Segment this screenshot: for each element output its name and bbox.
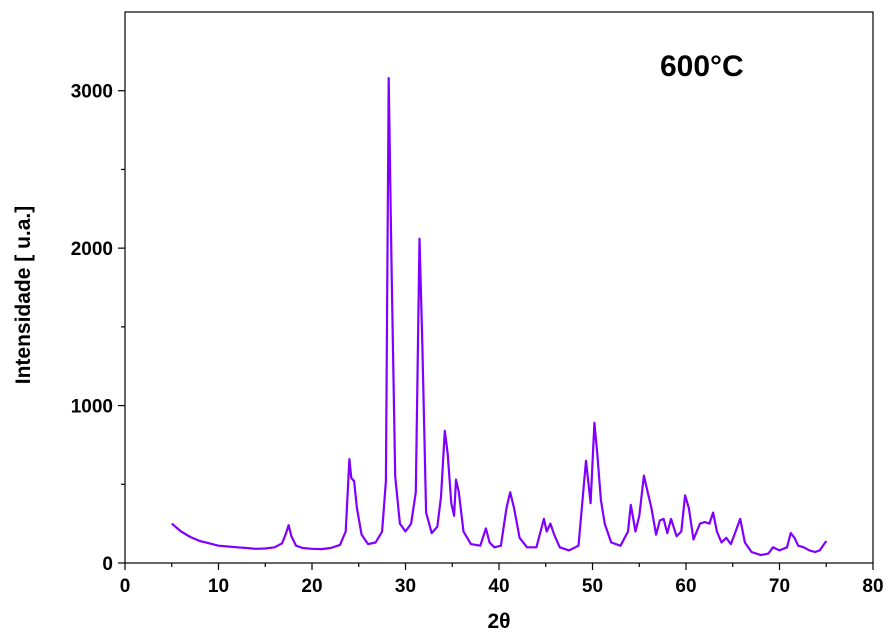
series-line [171, 76, 828, 557]
x-tick-label: 10 [208, 576, 229, 597]
plot-area: 0 10 20 30 40 50 60 70 80 0 1000 2000 3000 [71, 11, 884, 597]
temperature-annotation: 600°C [660, 50, 744, 83]
y-axis-label: Intensidade [ u.a.] [12, 206, 35, 385]
x-tick-label: 50 [582, 576, 603, 597]
x-tick-label: 80 [862, 576, 883, 597]
axis-tick-labels: 0 10 20 30 40 50 60 70 80 0 1000 2000 3000 [71, 82, 884, 597]
axis-ticks [118, 90, 874, 570]
x-tick-label: 20 [301, 576, 322, 597]
y-tick-label: 0 [102, 554, 113, 575]
x-tick-label: 40 [488, 576, 509, 597]
y-tick-label: 3000 [71, 82, 113, 103]
plot-frame [124, 11, 874, 564]
y-tick-label: 2000 [71, 239, 113, 260]
x-axis-label: 2θ [487, 610, 510, 633]
x-tick-label: 0 [120, 576, 131, 597]
x-tick-label: 60 [675, 576, 696, 597]
x-tick-label: 30 [395, 576, 416, 597]
y-tick-label: 1000 [71, 397, 113, 418]
x-tick-label: 70 [769, 576, 790, 597]
